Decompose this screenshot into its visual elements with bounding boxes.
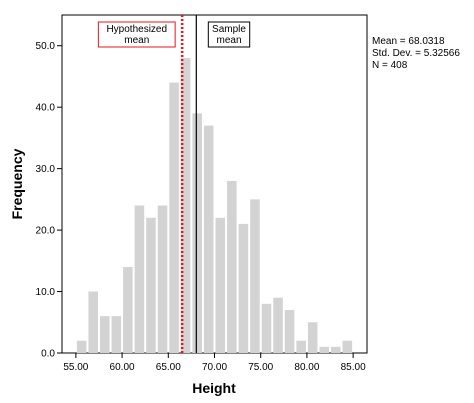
histogram-bar [203,125,214,353]
x-tick-label: 70.00 [202,362,227,373]
histogram-bar [342,340,353,353]
x-tick-label: 85.00 [341,362,366,373]
histogram-bar [99,316,110,353]
histogram-bar [261,303,272,353]
x-tick-label: 60.00 [110,362,135,373]
histogram-bar [111,316,122,353]
stats-mean: Mean = 68.0318 [372,36,445,47]
bars-group [76,58,353,353]
sample-mean-label-text: Sample [212,24,246,35]
histogram-bar [123,266,133,353]
histogram-bar [215,217,226,353]
histogram-bar [192,113,202,353]
histogram-bar [273,297,283,353]
y-tick-label: 50.0 [36,41,56,52]
histogram-bar [76,340,87,353]
y-tick-label: 30.0 [36,164,56,175]
sample-mean-label-text: mean [217,35,242,46]
y-tick-label: 0.0 [41,349,55,360]
y-tick-label: 20.0 [36,226,56,237]
histogram-bar [180,58,191,353]
hypothesized-mean-label-text: Hypothesized [106,24,167,35]
stats-box: Mean = 68.0318 Std. Dev. = 5.32566 N = 4… [372,36,460,71]
histogram-bar [134,205,145,353]
stats-n: N = 408 [372,60,408,71]
histogram-bar [250,199,260,353]
x-tick-label: 75.00 [248,362,273,373]
histogram-bar [238,223,249,353]
histogram-bar [169,82,179,353]
histogram-bar [296,340,306,353]
y-tick-label: 10.0 [36,287,56,298]
hypothesized-mean-label-box [97,21,176,48]
histogram-bar [88,291,98,353]
histogram-bar [146,217,156,353]
histogram-bar [157,205,168,353]
x-axis-ticks: 55.00 60.00 65.00 70.00 75.00 80.00 85.00 [63,353,366,373]
histogram-bar [307,322,318,353]
sample-mean-label-box [207,21,251,48]
y-axis-title: Frequency [9,148,25,219]
x-axis-title: Height [192,380,236,396]
x-tick-label: 55.00 [63,362,88,373]
histogram-bar [331,346,341,353]
y-axis-ticks: 0.0 10.0 20.0 30.0 40.0 50.0 [36,41,62,360]
histogram-bar [319,346,330,353]
histogram-bar [227,180,237,353]
stats-std: Std. Dev. = 5.32566 [372,48,460,59]
histogram-bar [284,309,295,353]
x-tick-label: 65.00 [156,362,181,373]
x-tick-label: 80.00 [294,362,319,373]
y-tick-label: 40.0 [36,103,56,114]
hypothesized-mean-label-text: mean [124,35,149,46]
plot-area [61,14,368,354]
